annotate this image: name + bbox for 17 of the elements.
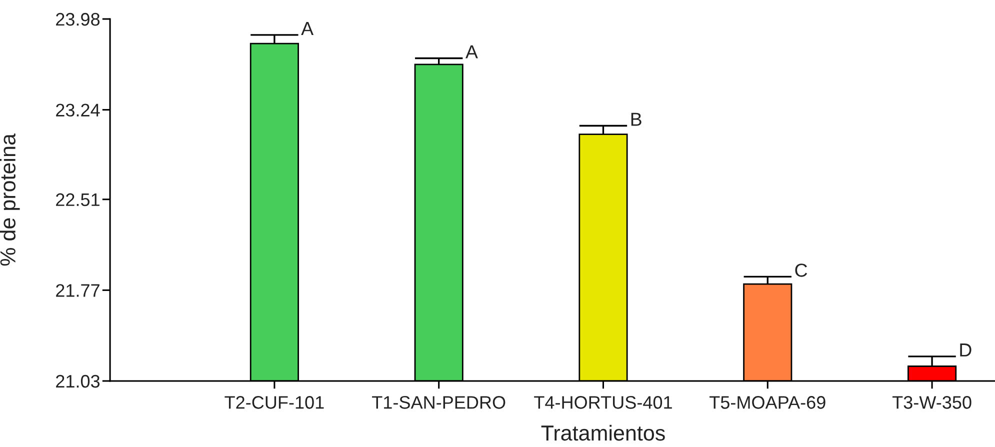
y-tick-label: 23.24 bbox=[56, 104, 100, 117]
x-axis-title: Tratamientos bbox=[541, 424, 665, 441]
y-tick-label: 22.51 bbox=[56, 193, 100, 206]
x-tick-label: T4-HORTUS-401 bbox=[534, 396, 672, 409]
x-tick-label: T2-CUF-101 bbox=[224, 396, 324, 409]
x-tick-label: T5-MOAPA-69 bbox=[710, 396, 826, 409]
annotation: C bbox=[795, 264, 808, 277]
annotation: B bbox=[631, 112, 642, 126]
y-tick-label: 23.98 bbox=[56, 12, 100, 26]
y-axis-title: % de proteina bbox=[0, 134, 20, 266]
annotation: A bbox=[465, 45, 478, 58]
annotation: D bbox=[960, 344, 972, 356]
annotation: A bbox=[301, 22, 314, 35]
y-tick-label: 21.77 bbox=[56, 284, 100, 297]
x-tick-label: T1-SAN-PEDRO bbox=[372, 396, 506, 409]
x-tick-label: T3-W-350 bbox=[892, 396, 972, 409]
y-tick-label: 21.03 bbox=[56, 374, 100, 388]
